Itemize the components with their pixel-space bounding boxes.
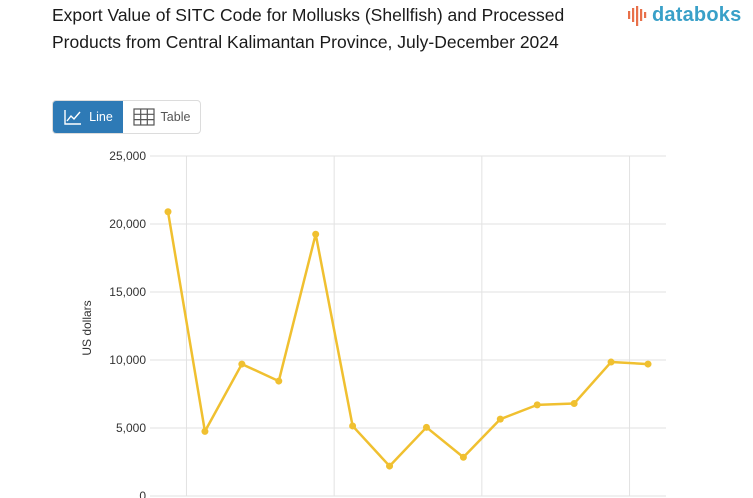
view-toggle: Line Table xyxy=(52,100,201,134)
chart-title: Export Value of SITC Code for Mollusks (… xyxy=(52,5,565,52)
data-point[interactable] xyxy=(201,427,209,435)
databoks-logo-icon xyxy=(628,5,647,26)
data-point[interactable] xyxy=(164,208,172,216)
data-point[interactable] xyxy=(275,377,283,385)
data-point[interactable] xyxy=(607,358,615,366)
line-view-button[interactable]: Line xyxy=(53,101,123,133)
line-view-label: Line xyxy=(89,110,113,124)
data-point[interactable] xyxy=(422,423,430,431)
y-tick-label: 15,000 xyxy=(109,285,146,299)
data-point[interactable] xyxy=(570,400,578,408)
y-axis-label: US dollars xyxy=(80,300,94,355)
table-grid-icon xyxy=(132,108,155,126)
data-point[interactable] xyxy=(386,462,394,470)
table-view-label: Table xyxy=(160,110,191,124)
data-point[interactable] xyxy=(459,453,467,461)
series-line xyxy=(166,211,649,468)
series-points xyxy=(164,208,652,470)
data-point[interactable] xyxy=(496,415,504,423)
y-tick-label: 25,000 xyxy=(109,149,146,163)
data-point[interactable] xyxy=(533,401,541,409)
line-chart: 0 5,000 10,000 15,000 20,000 25,000 US dollar… xyxy=(80,149,666,498)
data-point[interactable] xyxy=(349,422,357,430)
data-point[interactable] xyxy=(644,360,652,368)
y-tick-label: 10,000 xyxy=(109,353,146,367)
brand-logo[interactable]: databoks xyxy=(626,4,741,27)
line-chart-icon xyxy=(64,110,82,125)
table-view-button[interactable]: Table xyxy=(123,101,200,133)
data-point[interactable] xyxy=(312,230,320,238)
y-tick-label: 5,000 xyxy=(116,421,146,435)
y-axis-ticks: 0 5,000 10,000 15,000 20,000 25,000 xyxy=(109,149,146,498)
data-point[interactable] xyxy=(238,360,246,368)
y-tick-label: 20,000 xyxy=(109,217,146,231)
brand-name: databoks xyxy=(652,4,742,26)
y-tick-label: 0 xyxy=(139,489,146,498)
